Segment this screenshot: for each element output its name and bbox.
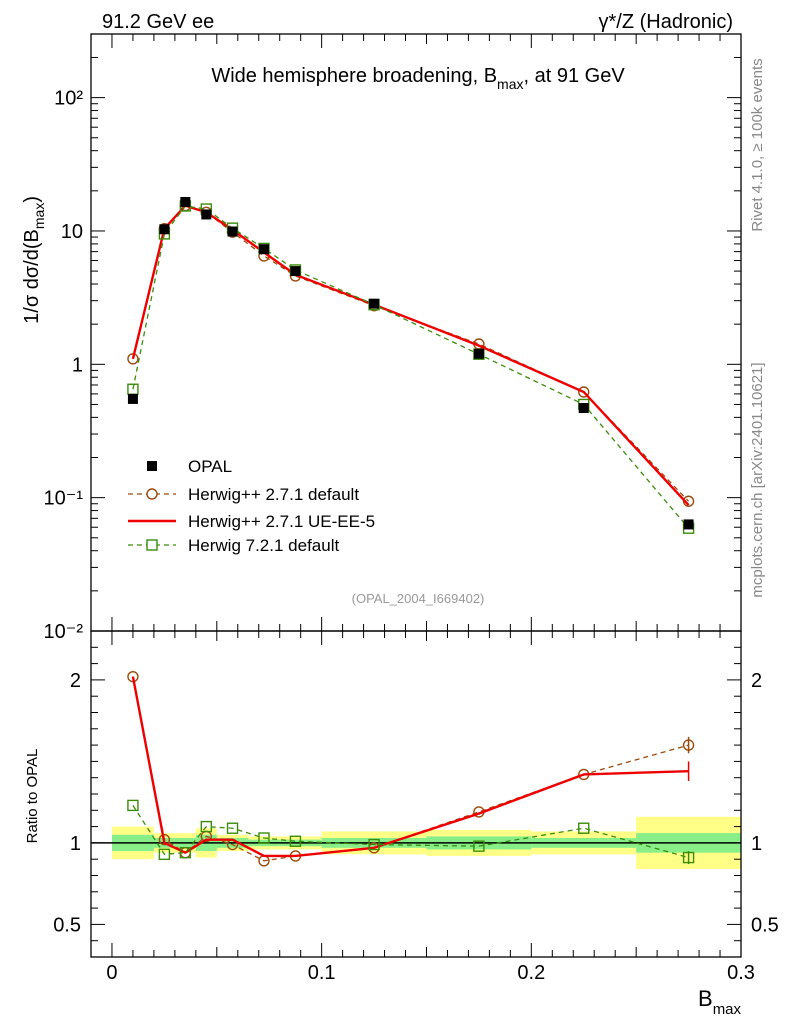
plot-title-part1: Wide hemisphere broadening, B	[211, 65, 497, 87]
x-tick-label: 0.1	[308, 962, 336, 984]
ratio-series-1-line	[131, 676, 689, 858]
ratio-plot: 0 0.1 0.2 0.3 0.5 0.5 1 1 2 2	[53, 617, 779, 984]
ratio-frame	[90, 630, 742, 958]
header-left-label: 91.2 GeV ee	[102, 11, 214, 33]
legend-label: Herwig 7.2.1 default	[188, 536, 339, 555]
main-series-opal-point	[201, 209, 212, 220]
legend: OPAL Herwig++ 2.7.1 default Herwig++ 2.7.1…	[128, 457, 375, 555]
ratio-series-2-point	[179, 846, 192, 859]
ratio-series-2-line	[132, 805, 689, 859]
analysis-tag: (OPAL_2004_I669402)	[352, 591, 485, 606]
ratio-series-2-point	[473, 840, 485, 852]
main-y-tick-label: 10⁻²	[44, 621, 84, 643]
legend-marker	[146, 488, 158, 500]
ratio-series-2-point	[226, 822, 239, 834]
main-series-opal-point	[258, 244, 269, 255]
main-series-opal-point	[227, 226, 238, 237]
ratio-y-axis-label: Ratio to OPAL	[24, 749, 41, 844]
main-series-3-line	[132, 205, 690, 529]
main-series-opal-point	[127, 393, 138, 404]
legend-label: Herwig++ 2.7.1 default	[188, 485, 359, 504]
main-series-opal-point	[578, 403, 589, 414]
x-tick-label: 0.3	[727, 962, 755, 984]
main-y-tick-label: 10	[61, 221, 83, 243]
main-y-tick-label: 1	[72, 354, 83, 376]
ratio-series-0-point	[158, 833, 171, 846]
ratio-series-2-point	[158, 848, 171, 861]
ratio-y-tick-label: 2	[751, 670, 762, 692]
main-series-opal-point	[683, 519, 694, 530]
main-y-axis-label: 1/σ dσ/d(Bmax)	[21, 196, 47, 324]
main-series-opal-point	[180, 196, 191, 207]
legend-marker	[146, 539, 158, 551]
x-tick-label: 0	[106, 962, 117, 984]
legend-marker-opal	[147, 461, 157, 471]
legend-label: OPAL	[188, 457, 232, 476]
x-tick-label: 0.2	[517, 962, 545, 984]
ratio-series-2-point	[200, 820, 213, 833]
plot-title: Wide hemisphere broadening, Bmax, at 91 …	[211, 65, 625, 92]
ratio-y-tick-label: 1	[70, 833, 81, 855]
plot-title-sub: max	[497, 76, 523, 92]
plot-title-part2: , at 91 GeV	[524, 65, 626, 87]
ratio-y-tick-label: 2	[70, 670, 81, 692]
x-axis-label: Bmax	[698, 986, 742, 1018]
main-plot: 10⁻² 10⁻¹ 1 10 10²	[44, 33, 742, 643]
ratio-y-tick-label: 1	[751, 833, 762, 855]
main-series-opal-point	[159, 224, 170, 235]
main-y-tick-label: 10⁻¹	[44, 488, 84, 510]
ratio-y-tick-label: 0.5	[53, 914, 81, 936]
mcplots-source-label: mcplots.cern.ch [arXiv:2401.10621]	[749, 362, 766, 597]
main-series-opal-point	[369, 298, 380, 309]
main-series-opal-point	[290, 266, 301, 277]
main-y-tick-label: 10²	[54, 88, 83, 110]
header-right-label: γ*/Z (Hadronic)	[599, 11, 733, 33]
ratio-series-2-point	[289, 835, 302, 847]
rivet-version-label: Rivet 4.1.0, ≥ 100k events	[749, 58, 766, 231]
main-series-1-point	[578, 386, 590, 398]
ratio-series-2-point	[578, 822, 590, 834]
ratio-series-2-point	[368, 838, 380, 851]
main-series-opal-point	[473, 348, 484, 359]
ratio-series-2-point	[258, 832, 270, 844]
ratio-y-tick-label: 0.5	[751, 914, 779, 936]
legend-label: Herwig++ 2.7.1 UE-EE-5	[188, 512, 375, 531]
ratio-series-2-point	[127, 799, 139, 812]
